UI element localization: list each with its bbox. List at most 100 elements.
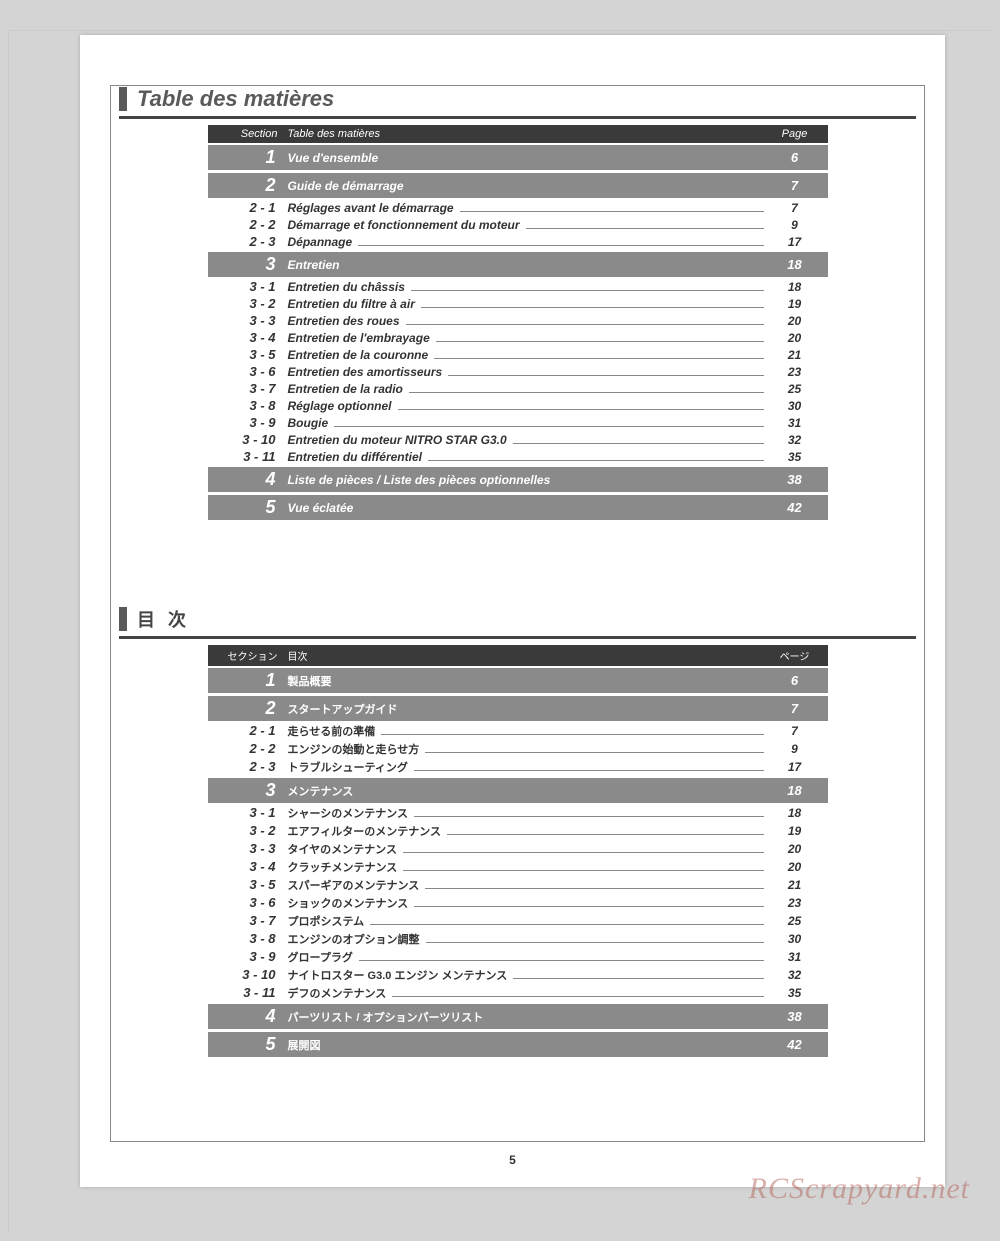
sub-page: 32 <box>770 968 820 982</box>
sub-number: 2 - 3 <box>216 759 288 774</box>
section-page: 38 <box>770 1009 820 1024</box>
toc-sub-row: 3 - 9グロープラグ31 <box>208 948 828 966</box>
section-number: 1 <box>216 670 288 691</box>
sub-title: Entretien de l'embrayage <box>288 331 430 345</box>
toc-rows-jp: 1製品概要62スタートアップガイド72 - 1走らせる前の準備72 - 2エンジ… <box>208 668 828 1058</box>
sub-number: 3 - 8 <box>216 931 288 946</box>
section-number: 2 <box>216 175 288 196</box>
sub-number: 3 - 6 <box>216 364 288 379</box>
section-page: 42 <box>770 500 820 515</box>
section-page: 7 <box>770 701 820 716</box>
toc-section-row: 5展開図42 <box>208 1032 828 1058</box>
toc-sub-row: 3 - 9Bougie31 <box>208 414 828 431</box>
leader-line <box>513 443 764 444</box>
sub-page: 25 <box>770 914 820 928</box>
toc-table-jp: セクション 目次 ページ 1製品概要62スタートアップガイド72 - 1走らせる… <box>208 645 828 1058</box>
leader-line <box>414 816 763 817</box>
sub-number: 3 - 1 <box>216 279 288 294</box>
section-number: 4 <box>216 1006 288 1027</box>
leader-line <box>434 358 763 359</box>
toc-section-row: 1製品概要6 <box>208 668 828 694</box>
toc-section-row: 4Liste de pièces / Liste des pièces opti… <box>208 467 828 493</box>
leader-line <box>392 996 763 997</box>
sub-page: 32 <box>770 433 820 447</box>
leader-line <box>436 341 764 342</box>
leader-line <box>425 888 763 889</box>
sub-number: 2 - 2 <box>216 741 288 756</box>
sub-page: 18 <box>770 280 820 294</box>
sub-number: 3 - 2 <box>216 823 288 838</box>
toc-sub-row: 3 - 10ナイトロスター G3.0 エンジン メンテナンス32 <box>208 966 828 984</box>
crop-mark <box>8 30 992 31</box>
section-title: Guide de démarrage <box>288 179 770 193</box>
sub-page: 23 <box>770 365 820 379</box>
watermark: RCScrapyard.net <box>749 1172 970 1206</box>
sub-title: デフのメンテナンス <box>288 985 387 1001</box>
sub-title: 走らせる前の準備 <box>288 723 376 739</box>
title-bar: Table des matières <box>111 86 924 116</box>
header-section: セクション <box>216 648 288 663</box>
sub-number: 3 - 3 <box>216 841 288 856</box>
leader-line <box>358 245 763 246</box>
toc-section-row: 2Guide de démarrage7 <box>208 173 828 199</box>
toc-sub-row: 2 - 2Démarrage et fonctionnement du mote… <box>208 216 828 233</box>
sub-number: 3 - 5 <box>216 347 288 362</box>
sub-title: Entretien du filtre à air <box>288 297 415 311</box>
title-bar: 目 次 <box>111 606 924 636</box>
sub-page: 19 <box>770 824 820 838</box>
leader-line <box>447 834 763 835</box>
sub-number: 3 - 7 <box>216 913 288 928</box>
toc-title-jp: 目 次 <box>137 606 190 632</box>
section-title: スタートアップガイド <box>288 701 770 717</box>
sub-title: Entretien des amortisseurs <box>288 365 443 379</box>
toc-section-row: 3メンテナンス18 <box>208 778 828 804</box>
toc-sub-row: 3 - 2Entretien du filtre à air19 <box>208 295 828 312</box>
toc-sub-row: 3 - 5Entretien de la couronne21 <box>208 346 828 363</box>
sub-number: 3 - 9 <box>216 949 288 964</box>
divider <box>119 636 916 639</box>
leader-line <box>370 924 763 925</box>
section-title: 展開図 <box>288 1037 770 1053</box>
sub-number: 3 - 3 <box>216 313 288 328</box>
section-title: Entretien <box>288 258 770 272</box>
toc-sub-row: 3 - 1シャーシのメンテナンス18 <box>208 804 828 822</box>
sub-title: プロポシステム <box>288 913 365 929</box>
toc-sub-row: 3 - 6Entretien des amortisseurs 23 <box>208 363 828 380</box>
sub-title: Réglage optionnel <box>288 399 392 413</box>
sub-title: Entretien du différentiel <box>288 450 422 464</box>
sub-number: 3 - 5 <box>216 877 288 892</box>
sub-number: 3 - 11 <box>216 449 288 464</box>
sub-title: Entretien des roues <box>288 314 400 328</box>
sub-number: 3 - 10 <box>216 967 288 982</box>
toc-title-fr: Table des matières <box>137 86 334 112</box>
toc-sub-row: 3 - 3Entretien des roues20 <box>208 312 828 329</box>
section-title: 製品概要 <box>288 673 770 689</box>
sub-page: 7 <box>770 201 820 215</box>
toc-sub-row: 3 - 5スパーギアのメンテナンス21 <box>208 876 828 894</box>
toc-section-row: 4パーツリスト / オプションパーツリスト38 <box>208 1004 828 1030</box>
sub-number: 2 - 1 <box>216 200 288 215</box>
title-marker <box>119 87 127 111</box>
sub-title: エンジンの始動と走らせ方 <box>288 741 420 757</box>
sub-page: 30 <box>770 399 820 413</box>
sub-number: 3 - 4 <box>216 330 288 345</box>
header-page: ページ <box>770 648 820 663</box>
sub-number: 3 - 1 <box>216 805 288 820</box>
sub-title: エンジンのオプション調整 <box>288 931 420 947</box>
toc-sub-row: 3 - 11Entretien du différentiel35 <box>208 448 828 465</box>
leader-line <box>513 978 763 979</box>
section-number: 2 <box>216 698 288 719</box>
leader-line <box>381 734 763 735</box>
sub-number: 3 - 6 <box>216 895 288 910</box>
toc-sub-row: 3 - 8Réglage optionnel30 <box>208 397 828 414</box>
toc-sub-row: 2 - 3Dépannage17 <box>208 233 828 250</box>
section-page: 18 <box>770 257 820 272</box>
leader-line <box>403 870 763 871</box>
toc-section-row: 1Vue d'ensemble6 <box>208 145 828 171</box>
page-number: 5 <box>80 1153 945 1167</box>
leader-line <box>409 392 764 393</box>
sub-title: Bougie <box>288 416 329 430</box>
leader-line <box>414 770 764 771</box>
leader-line <box>334 426 763 427</box>
sub-title: トラブルシューティング <box>288 759 408 775</box>
